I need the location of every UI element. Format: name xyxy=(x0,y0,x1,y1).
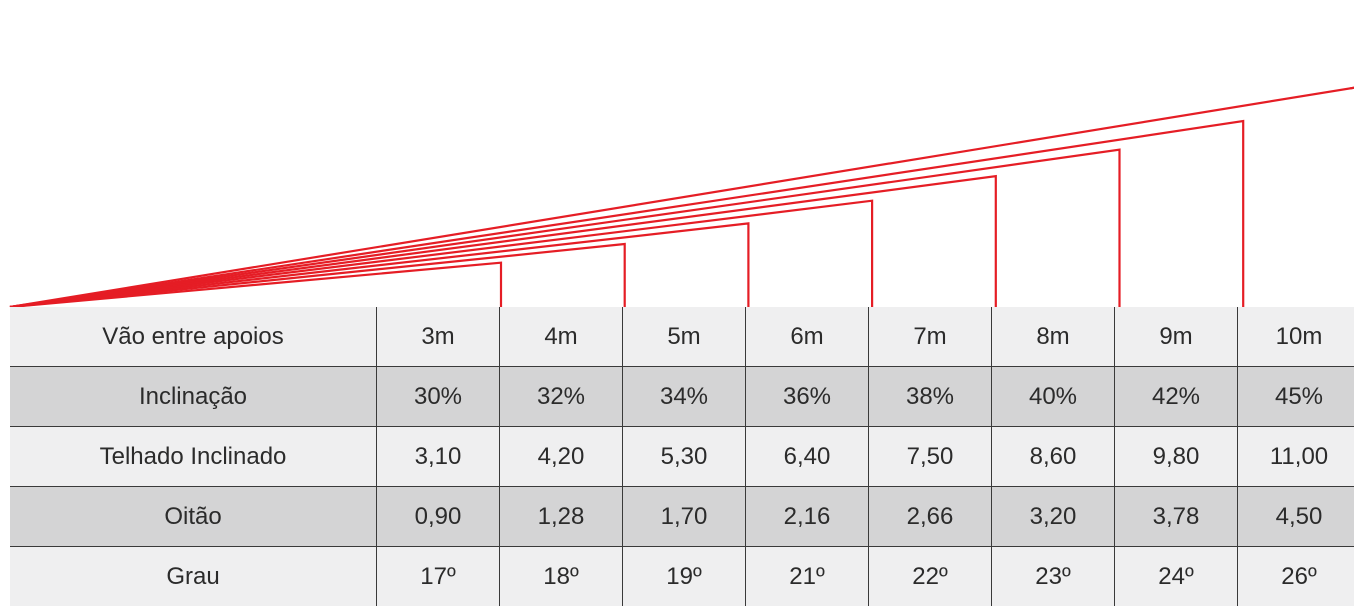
inclined-roof-cell: 5,30 xyxy=(622,426,746,487)
roof-slope-line-7 xyxy=(9,119,1245,309)
inclined-roof-cell: 3,10 xyxy=(376,426,500,487)
degree-cell: 18º xyxy=(499,546,623,606)
degree-cell: 21º xyxy=(745,546,869,606)
row-label-degree: Grau xyxy=(10,546,377,606)
inclined-roof-cell: 7,50 xyxy=(868,426,992,487)
span-cell: 6m xyxy=(745,307,869,367)
inclined-roof-cell: 4,20 xyxy=(499,426,623,487)
roof-spec-table-container: Vão entre apoios 3m 4m 5m 6m 7m 8m 9m 10… xyxy=(10,307,1354,606)
table-row-span: Vão entre apoios 3m 4m 5m 6m 7m 8m 9m 10… xyxy=(10,307,1354,367)
row-label-gable: Oitão xyxy=(10,486,377,547)
roof-slope-diagram xyxy=(9,86,1354,309)
inclined-roof-cell: 6,40 xyxy=(745,426,869,487)
slope-cell: 40% xyxy=(991,366,1115,427)
roof-spec-table-body: Vão entre apoios 3m 4m 5m 6m 7m 8m 9m 10… xyxy=(10,307,1354,606)
table-row-gable: Oitão 0,90 1,28 1,70 2,16 2,66 3,20 3,78… xyxy=(10,486,1354,547)
inclined-roof-cell: 8,60 xyxy=(991,426,1115,487)
gable-cell: 1,28 xyxy=(499,486,623,547)
roof-slope-line-8 xyxy=(9,86,1354,309)
gable-cell: 3,20 xyxy=(991,486,1115,547)
span-cell: 9m xyxy=(1114,307,1238,367)
slope-cell: 36% xyxy=(745,366,869,427)
slope-cell: 42% xyxy=(1114,366,1238,427)
roof-slope-line-2 xyxy=(9,242,626,309)
gable-cell: 4,50 xyxy=(1237,486,1354,547)
roof-lines-group xyxy=(9,86,1354,309)
inclined-roof-cell: 11,00 xyxy=(1237,426,1354,487)
degree-cell: 23º xyxy=(991,546,1115,606)
degree-cell: 22º xyxy=(868,546,992,606)
slope-cell: 45% xyxy=(1237,366,1354,427)
row-label-slope: Inclinação xyxy=(10,366,377,427)
span-cell: 4m xyxy=(499,307,623,367)
roof-slope-line-6 xyxy=(9,148,1121,309)
span-cell: 7m xyxy=(868,307,992,367)
gable-cell: 2,66 xyxy=(868,486,992,547)
row-label-inclined-roof: Telhado Inclinado xyxy=(10,426,377,487)
table-row-inclined-roof: Telhado Inclinado 3,10 4,20 5,30 6,40 7,… xyxy=(10,426,1354,487)
degree-cell: 26º xyxy=(1237,546,1354,606)
gable-cell: 2,16 xyxy=(745,486,869,547)
roof-slope-line-3 xyxy=(9,222,750,309)
gable-cell: 1,70 xyxy=(622,486,746,547)
slope-cell: 30% xyxy=(376,366,500,427)
span-cell: 5m xyxy=(622,307,746,367)
gable-cell: 0,90 xyxy=(376,486,500,547)
roof-slope-line-5 xyxy=(9,174,997,309)
slope-cell: 38% xyxy=(868,366,992,427)
span-cell: 3m xyxy=(376,307,500,367)
roof-slope-line-4 xyxy=(9,199,874,309)
roof-slope-line-1 xyxy=(9,261,503,309)
table-row-slope: Inclinação 30% 32% 34% 36% 38% 40% 42% 4… xyxy=(10,366,1354,427)
row-label-span: Vão entre apoios xyxy=(10,307,377,367)
roof-spec-table: Vão entre apoios 3m 4m 5m 6m 7m 8m 9m 10… xyxy=(10,307,1354,606)
slope-cell: 34% xyxy=(622,366,746,427)
gable-cell: 3,78 xyxy=(1114,486,1238,547)
degree-cell: 24º xyxy=(1114,546,1238,606)
slope-cell: 32% xyxy=(499,366,623,427)
degree-cell: 19º xyxy=(622,546,746,606)
table-row-degree: Grau 17º 18º 19º 21º 22º 23º 24º 26º xyxy=(10,546,1354,606)
span-cell: 8m xyxy=(991,307,1115,367)
span-cell: 10m xyxy=(1237,307,1354,367)
roof-overhang-line xyxy=(1349,86,1354,90)
inclined-roof-cell: 9,80 xyxy=(1114,426,1238,487)
degree-cell: 17º xyxy=(376,546,500,606)
